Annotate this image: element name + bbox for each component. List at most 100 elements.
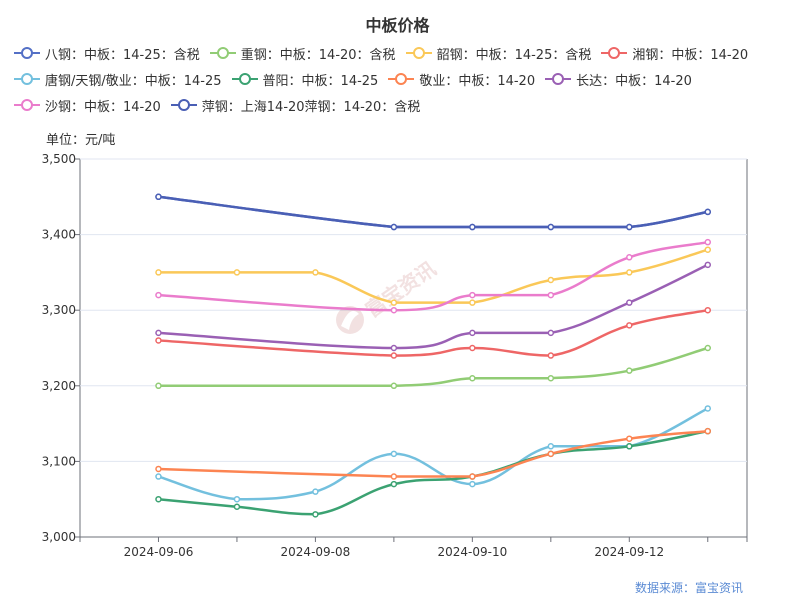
data-point (390, 450, 398, 458)
legend-item[interactable]: 萍钢：上海14-20萍钢：14-20：含税 (170, 96, 421, 115)
legend-label: 萍钢：上海14-20萍钢：14-20：含税 (201, 99, 421, 115)
series-line (158, 407, 709, 501)
data-point (547, 223, 555, 231)
legend-item[interactable]: 湘钢：中板：14-20 (601, 44, 748, 63)
y-tick-label: 3,000 (42, 530, 76, 544)
legend-marker-icon (14, 99, 40, 111)
watermark-mark (336, 306, 364, 334)
legend-item[interactable]: 重钢：中板：14-20：含税 (209, 44, 396, 63)
x-tick-label: 2024-09-08 (281, 545, 351, 559)
data-point (626, 322, 633, 329)
legend-marker-icon (405, 47, 432, 59)
data-point (469, 223, 476, 231)
data-point (155, 193, 162, 201)
legend-marker-icon (545, 73, 572, 85)
y-tick-label: 3,200 (42, 379, 76, 393)
data-point (390, 352, 398, 359)
x-tick-label: 2024-09-12 (594, 545, 664, 559)
legend-label: 普阳：中板：14-25 (262, 73, 379, 89)
series-1 (155, 193, 712, 231)
data-point (312, 488, 319, 495)
data-point (390, 223, 398, 231)
data-point (233, 503, 241, 511)
data-point (155, 473, 162, 480)
legend-item[interactable]: 八钢：中板：14-25：含税 (14, 44, 200, 63)
series-3 (155, 246, 712, 306)
legend-item[interactable]: 长达：中板：14-20 (545, 70, 692, 89)
data-point (390, 382, 398, 390)
data-point (626, 223, 633, 231)
legend-item[interactable]: 敬业：中板：14-20 (388, 70, 535, 89)
series-line (158, 308, 709, 357)
series-2 (155, 344, 712, 390)
data-point (469, 291, 476, 299)
legend-row: 唐钢/天钢/敬业：中板：14-25 普阳：中板：14-25 敬业：中板：14-20 长… (14, 66, 789, 92)
x-tick-label: 2024-09-06 (124, 545, 194, 559)
data-point (155, 269, 162, 276)
data-point (155, 465, 162, 473)
data-point (704, 344, 712, 352)
series-8 (155, 261, 712, 352)
legend-marker-icon (170, 99, 197, 111)
data-point (547, 443, 555, 450)
series-line (158, 195, 709, 229)
data-point (626, 367, 633, 374)
series-10 (155, 193, 712, 231)
legend-label: 八钢：中板：14-25：含税 (45, 47, 200, 63)
legend-item[interactable]: 韶钢：中板：14-25：含税 (405, 44, 591, 63)
legend-label: 重钢：中板：14-20：含税 (240, 47, 396, 63)
data-point (547, 291, 555, 299)
y-tick-label: 3,300 (42, 303, 76, 317)
y-tick-label: 3,400 (42, 228, 76, 242)
watermark-text: 富宝资讯 (361, 257, 440, 323)
x-tick-label: 2024-09-10 (437, 545, 507, 559)
series-line (158, 429, 709, 516)
data-point (469, 374, 476, 382)
legend-label: 沙钢：中板：14-20 (45, 99, 161, 115)
legend-item[interactable]: 沙钢：中板：14-20 (14, 96, 161, 115)
legend-marker-icon (601, 47, 628, 59)
legend-item[interactable]: 普阳：中板：14-25 (231, 70, 379, 89)
data-point (704, 405, 712, 412)
watermark-logo: 富宝资讯 (336, 257, 440, 334)
data-point (547, 276, 555, 284)
data-point (233, 495, 241, 503)
chart-legend[interactable]: 八钢：中板：14-25：含税 重钢：中板：14-20：含税 韶钢：中板：14-25：… (14, 40, 789, 118)
data-point (390, 344, 398, 352)
chart-title: 中板价格 (365, 16, 430, 35)
data-point (390, 306, 398, 314)
data-point (312, 511, 319, 518)
series-line (158, 248, 709, 304)
data-point (233, 269, 241, 276)
legend-marker-icon (14, 47, 40, 59)
unit-label: 单位：元/吨 (46, 133, 116, 148)
data-point (704, 261, 712, 269)
data-point (155, 337, 162, 344)
data-point (469, 329, 476, 337)
data-point (626, 269, 633, 276)
data-point (155, 329, 162, 337)
data-point (547, 329, 555, 337)
data-point (704, 238, 712, 246)
data-point (155, 495, 162, 503)
legend-item[interactable]: 唐钢/天钢/敬业：中板：14-25 (14, 70, 222, 89)
y-tick-label: 3,500 (42, 152, 76, 166)
data-point (390, 480, 398, 488)
legend-label: 唐钢/天钢/敬业：中板：14-25 (45, 73, 222, 89)
data-point (390, 473, 398, 480)
data-point (547, 450, 555, 458)
series-5 (155, 405, 712, 503)
data-point (547, 374, 555, 382)
legend-label: 敬业：中板：14-20 (419, 73, 536, 89)
series-4 (155, 306, 712, 359)
legend-marker-icon (14, 73, 40, 85)
data-point (704, 427, 712, 435)
data-point (469, 344, 476, 352)
data-point (704, 246, 712, 253)
data-point (469, 299, 476, 306)
data-point (626, 254, 633, 261)
y-tick-label: 3,100 (42, 454, 76, 468)
source-label: 数据来源：富宝资讯 (634, 581, 743, 595)
legend-marker-icon (388, 73, 415, 85)
